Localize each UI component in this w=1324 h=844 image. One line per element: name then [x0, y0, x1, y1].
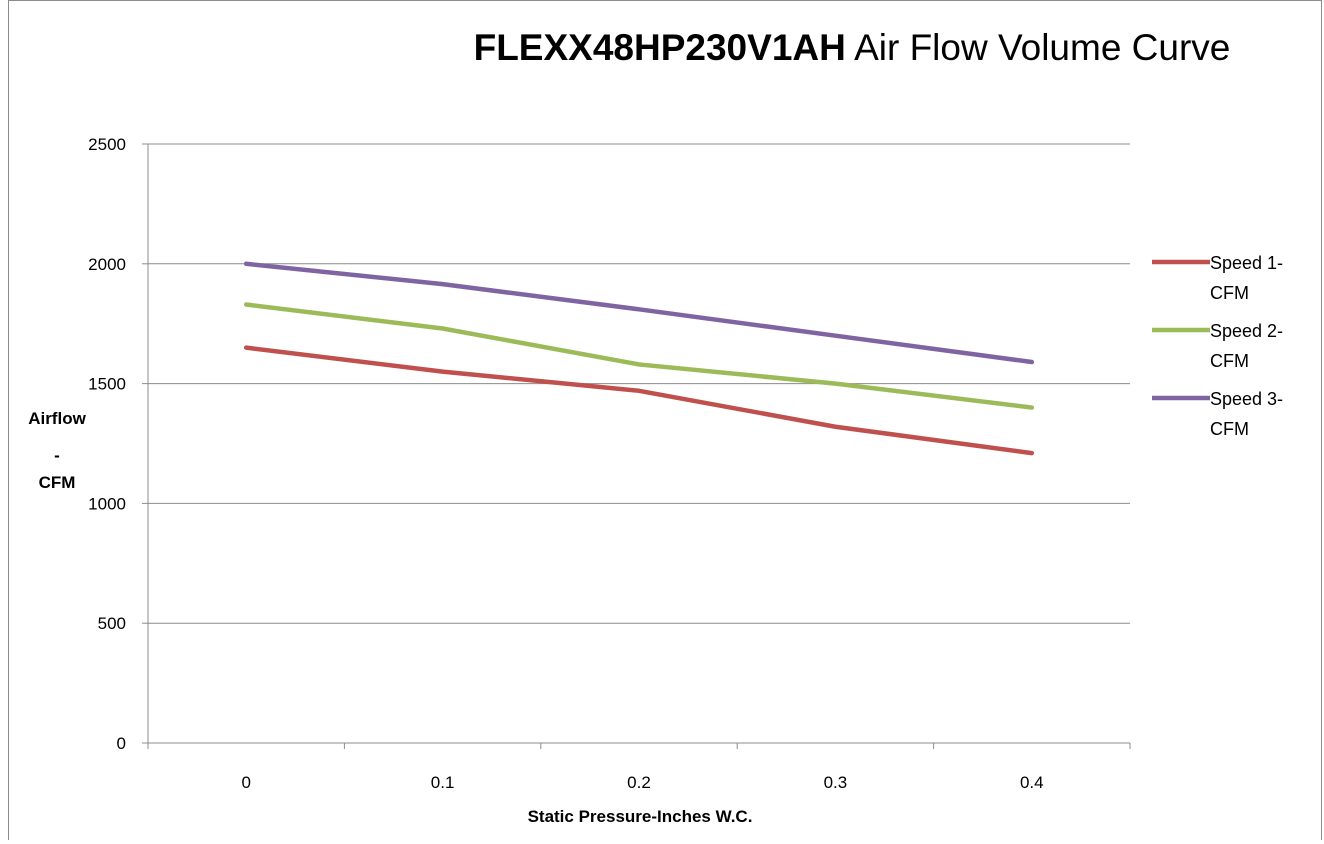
y-tick-label: 500: [98, 614, 126, 633]
x-tick-label: 0: [241, 773, 250, 792]
gridlines: [148, 143, 1130, 624]
legend-label: CFM: [1210, 283, 1249, 303]
series-lines: [243, 261, 1035, 456]
y-tick-label: 0: [117, 734, 126, 753]
x-axis-title: Static Pressure-Inches W.C.: [528, 807, 753, 826]
x-tick-label: 0.4: [1020, 773, 1044, 792]
series-line: [243, 345, 1035, 456]
y-axis-title-line: -: [54, 446, 60, 465]
chart-frame: [8, 0, 1322, 840]
y-tick-label: 1000: [88, 494, 126, 513]
y-axis-title-line: CFM: [39, 473, 76, 492]
x-tick-label: 0.1: [431, 773, 455, 792]
axes: [142, 143, 1131, 749]
series-line: [243, 302, 1035, 410]
x-tick-label: 0.3: [824, 773, 848, 792]
legend-label: CFM: [1210, 419, 1249, 439]
y-tick-label: 2000: [88, 255, 126, 274]
chart-title: FLEXX48HP230V1AH Air Flow Volume Curve: [474, 27, 1231, 68]
legend-label: Speed 1-: [1210, 253, 1283, 273]
series-line: [243, 261, 1035, 365]
y-axis-title-line: Airflow: [28, 409, 86, 428]
legend-label: Speed 2-: [1210, 321, 1283, 341]
legend: Speed 1- CFM Speed 2- CFM Speed 3- CFM: [1152, 253, 1283, 439]
y-tick-label: 1500: [88, 375, 126, 394]
chart-title-rest: Air Flow Volume Curve: [846, 27, 1231, 68]
y-tick-labels: 0 500 1000 1500 2000 2500: [88, 135, 126, 753]
x-tick-label: 0.2: [627, 773, 651, 792]
y-axis-title: Airflow - CFM: [28, 409, 86, 492]
chart-title-model: FLEXX48HP230V1AH: [474, 27, 846, 68]
y-tick-label: 2500: [88, 135, 126, 154]
x-tick-labels: 0 0.1 0.2 0.3 0.4: [241, 773, 1043, 792]
legend-label: Speed 3-: [1210, 389, 1283, 409]
legend-label: CFM: [1210, 351, 1249, 371]
